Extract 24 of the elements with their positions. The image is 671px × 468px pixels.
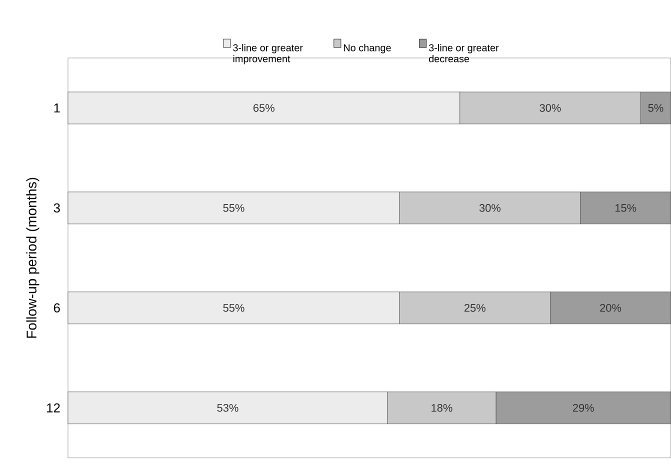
y-tick-label: 12 bbox=[47, 403, 60, 412]
data-label: 53% bbox=[217, 404, 238, 412]
data-label: 20% bbox=[600, 304, 622, 312]
legend-label: No change bbox=[344, 44, 391, 54]
data-label: 15% bbox=[615, 204, 636, 212]
y-tick-label: 1 bbox=[54, 104, 60, 112]
data-label: 18% bbox=[432, 404, 452, 412]
data-label: 30% bbox=[540, 104, 561, 112]
legend-label: 3-line or greater improvement bbox=[233, 44, 303, 64]
bar bbox=[496, 392, 671, 424]
bar bbox=[640, 92, 671, 124]
data-label: 55% bbox=[223, 304, 244, 312]
bar bbox=[550, 292, 671, 324]
data-label: 55% bbox=[223, 204, 244, 212]
data-label: 30% bbox=[479, 204, 501, 212]
y-tick-label: 6 bbox=[54, 303, 60, 313]
data-label: 25% bbox=[464, 304, 486, 312]
y-tick-label: 3 bbox=[54, 203, 60, 213]
data-label: 5% bbox=[648, 104, 664, 112]
data-label: 65% bbox=[254, 104, 274, 112]
bar bbox=[580, 192, 671, 224]
data-label: 29% bbox=[572, 404, 594, 412]
y-axis-title: Follow-up period (months) bbox=[26, 178, 40, 338]
legend-label: 3-line or greater decrease bbox=[428, 44, 499, 62]
